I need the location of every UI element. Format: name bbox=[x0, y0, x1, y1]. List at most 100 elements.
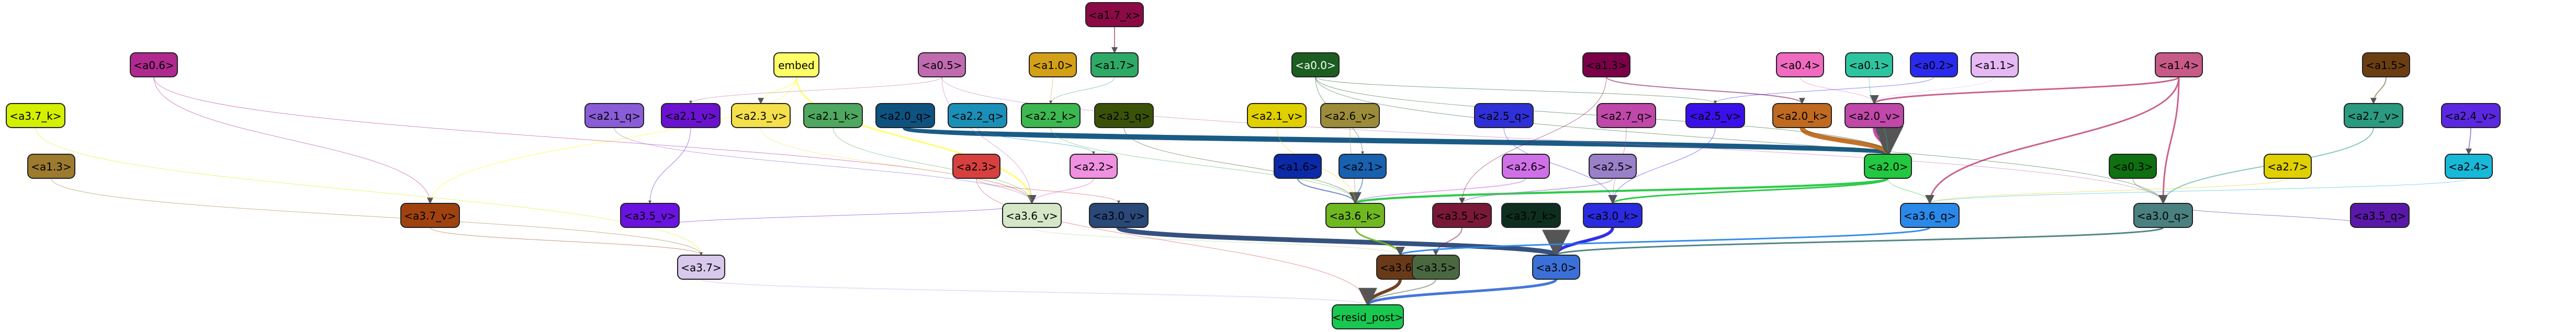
node-a2-3-v[interactable]: <a2.3_v> bbox=[731, 103, 791, 128]
node-a2-2[interactable]: <a2.2> bbox=[1070, 154, 1118, 179]
node-a0-0[interactable]: <a0.0> bbox=[1291, 52, 1340, 77]
node-a1-7[interactable]: <a1.7> bbox=[1090, 52, 1139, 77]
node-a1-0[interactable]: <a1.0> bbox=[1029, 52, 1077, 77]
node-a2-1-v2[interactable]: <a2.1_v> bbox=[1247, 103, 1307, 128]
node-box bbox=[1089, 203, 1149, 228]
node-a3-6-q[interactable]: <a3.6_q> bbox=[1900, 203, 1960, 228]
edge-a0.4-to-a2.0_v bbox=[1799, 76, 1876, 104]
node-box bbox=[1338, 154, 1387, 179]
node-a2-7-q[interactable]: <a2.7_q> bbox=[1596, 103, 1656, 128]
node-a3-5-k[interactable]: <a3.5_k> bbox=[1432, 203, 1492, 228]
node-a2-4[interactable]: <a2.4> bbox=[2445, 154, 2493, 179]
node-label: <a0.3> bbox=[2112, 161, 2153, 173]
node-label: <a1.4> bbox=[2158, 59, 2199, 72]
edge-a0.0-to-a3.0_q bbox=[1315, 76, 2165, 204]
node-a2-5[interactable]: <a2.5> bbox=[1589, 154, 1637, 179]
edge-a3.7_v-to-a3.7 bbox=[430, 227, 703, 256]
node-a2-7[interactable]: <a2.7> bbox=[2264, 154, 2312, 179]
node-a1-5[interactable]: <a1.5> bbox=[2362, 52, 2410, 77]
node-a3-6-v[interactable]: <a3.6_v> bbox=[1002, 203, 1062, 228]
edge-a3.5_v-to-a3.6_v bbox=[649, 203, 1033, 228]
node-box bbox=[2155, 52, 2203, 77]
node-label: <a3.6_q> bbox=[1904, 210, 1956, 222]
node-label: <a2.1_v> bbox=[665, 110, 716, 122]
node-a2-1[interactable]: <a2.1> bbox=[1338, 154, 1387, 179]
node-box bbox=[1502, 154, 1550, 179]
node-box bbox=[948, 103, 1007, 128]
node-label: <a2.7_v> bbox=[2347, 110, 2399, 122]
node-a3-5[interactable]: <a3.5> bbox=[1412, 255, 1460, 280]
node-label: <a1.7> bbox=[1094, 59, 1135, 72]
node-box bbox=[2441, 103, 2501, 128]
node-a2-0[interactable]: <a2.0> bbox=[1864, 154, 1912, 179]
edge-a2.4-to-a3.6_q bbox=[1928, 178, 2469, 204]
node-a2-2-k[interactable]: <a2.2_k> bbox=[1021, 103, 1081, 128]
node-a3-7-k2[interactable]: <a3.7_k> bbox=[1501, 203, 1561, 228]
node-a2-3[interactable]: <a2.3> bbox=[952, 154, 1000, 179]
node-label: <a3.7> bbox=[681, 261, 722, 274]
node-a2-1-k[interactable]: <a2.1_k> bbox=[803, 103, 863, 128]
node-a2-0-k[interactable]: <a2.0_k> bbox=[1772, 103, 1832, 128]
node-a3-0-v[interactable]: <a3.0_v> bbox=[1089, 203, 1149, 228]
node-a3-5-v[interactable]: <a3.5_v> bbox=[620, 203, 680, 228]
node-a1-3-top[interactable]: <a1.3> bbox=[1582, 52, 1630, 77]
node-a2-5-v[interactable]: <a2.5_v> bbox=[1685, 103, 1745, 128]
node-a2-2-q[interactable]: <a2.2_q> bbox=[948, 103, 1007, 128]
node-label: <a3.5> bbox=[1415, 261, 1456, 274]
node-label: <a3.7_k> bbox=[1505, 210, 1557, 222]
node-a2-1-q[interactable]: <a2.1_q> bbox=[584, 103, 644, 128]
node-a0-3[interactable]: <a0.3> bbox=[2109, 154, 2157, 179]
node-label: <a1.3> bbox=[31, 161, 72, 173]
edge-a2.3_v-to-a3.6_v bbox=[760, 127, 1033, 204]
node-a3-0[interactable]: <a3.0> bbox=[1532, 255, 1580, 280]
node-a1-6[interactable]: <a1.6> bbox=[1274, 154, 1322, 179]
node-a2-1-v[interactable]: <a2.1_v> bbox=[661, 103, 721, 128]
edge-a0.2-to-a2.5_v bbox=[1714, 76, 1934, 104]
node-a3-7-v[interactable]: <a3.7_v> bbox=[400, 203, 460, 228]
node-box bbox=[584, 103, 644, 128]
edge-a1.6-to-a3.6_k bbox=[1297, 178, 1358, 204]
node-a2-5-q[interactable]: <a2.5_q> bbox=[1474, 103, 1534, 128]
node-label: <a2.1_k> bbox=[807, 110, 859, 122]
node-a0-2[interactable]: <a0.2> bbox=[1910, 52, 1958, 77]
node-a0-5[interactable]: <a0.5> bbox=[918, 52, 966, 77]
node-a1-7-x[interactable]: <a1.7_x> bbox=[1085, 2, 1144, 27]
edge-a2.1_q-to-a3.6_v bbox=[614, 127, 1033, 204]
node-box bbox=[1021, 103, 1081, 128]
edge-a2.5-to-a3.5_k bbox=[1459, 178, 1613, 204]
edge-a2.0_v-to-a2.0 bbox=[1873, 127, 1897, 156]
node-box bbox=[1596, 103, 1656, 128]
node-a2-0-q[interactable]: <a2.0_q> bbox=[875, 103, 935, 128]
node-a1-3[interactable]: <a1.3> bbox=[27, 154, 75, 179]
node-label: <a3.6_v> bbox=[1006, 210, 1058, 222]
node-a3-6-k[interactable]: <a3.6_k> bbox=[1325, 203, 1385, 228]
node-a3-0-q[interactable]: <a3.0_q> bbox=[2133, 203, 2193, 228]
node-a0-1[interactable]: <a0.1> bbox=[1845, 52, 1893, 77]
node-label: <a2.5_v> bbox=[1689, 110, 1741, 122]
node-box bbox=[1029, 52, 1077, 77]
node-a2-7-v[interactable]: <a2.7_v> bbox=[2344, 103, 2403, 128]
node-a0-4[interactable]: <a0.4> bbox=[1776, 52, 1824, 77]
node-embed[interactable]: embed bbox=[773, 52, 819, 77]
node-a3-0-k[interactable]: <a3.0_k> bbox=[1583, 203, 1643, 228]
node-a0-6[interactable]: <a0.6> bbox=[130, 52, 178, 77]
node-a2-4-v[interactable]: <a2.4_v> bbox=[2441, 103, 2501, 128]
node-a2-3-q[interactable]: <a2.3_q> bbox=[1094, 103, 1154, 128]
node-a2-6[interactable]: <a2.6> bbox=[1502, 154, 1550, 179]
node-box bbox=[1685, 103, 1745, 128]
node-box bbox=[1332, 304, 1404, 329]
edge-embed-to-a3.7_v bbox=[427, 76, 797, 204]
node-a1-1[interactable]: <a1.1> bbox=[1971, 52, 2019, 77]
node-a3-7[interactable]: <a3.7> bbox=[677, 255, 725, 280]
node-box bbox=[1412, 255, 1460, 280]
node-a2-0-v[interactable]: <a2.0_v> bbox=[1844, 103, 1904, 128]
node-box bbox=[1583, 203, 1643, 228]
node-a2-6-v[interactable]: <a2.6_v> bbox=[1320, 103, 1380, 128]
node-a3-5-q[interactable]: <a3.5_q> bbox=[2350, 203, 2410, 228]
node-box bbox=[1772, 103, 1832, 128]
edge-a0.0-to-a2.5_v bbox=[1315, 76, 1717, 104]
node-a3-7-k[interactable]: <a3.7_k> bbox=[6, 103, 65, 128]
node-resid-post[interactable]: <resid_post> bbox=[1332, 304, 1404, 329]
edge-a3.0_v-to-a3.0 bbox=[1116, 225, 1570, 258]
node-a1-4[interactable]: <a1.4> bbox=[2155, 52, 2203, 77]
